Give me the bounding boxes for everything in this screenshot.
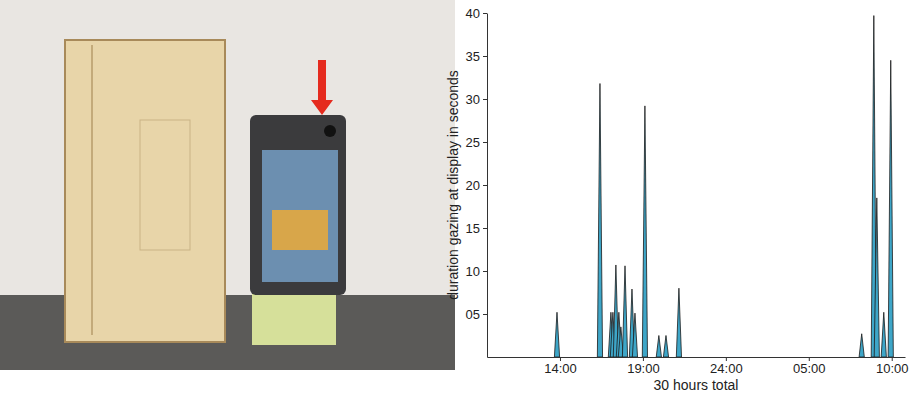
x-tick-label: 05:00 — [793, 361, 826, 376]
y-tick-label: 35 — [466, 49, 480, 64]
y-tick-label: 30 — [466, 92, 480, 107]
y-tick-mark — [483, 142, 487, 143]
photo-screen — [262, 150, 338, 282]
y-tick-mark — [483, 13, 487, 14]
spike — [554, 312, 559, 357]
x-axis: 14:00 19:00 24:00 05:00 10:00 — [488, 357, 909, 376]
y-tick-label: 15 — [466, 221, 480, 236]
spike — [859, 334, 864, 357]
y-tick-mark — [483, 228, 487, 229]
photo-screen-figure — [272, 210, 328, 250]
y-tick: 35 — [466, 49, 487, 64]
y-tick-mark — [483, 99, 487, 100]
y-axis-title: duration gazing at display in seconds — [445, 70, 461, 300]
spike — [656, 336, 661, 358]
x-tick: 14:00 — [544, 357, 577, 376]
x-tick-label: 19:00 — [627, 361, 660, 376]
spike — [888, 60, 893, 357]
x-tick-label: 14:00 — [544, 361, 577, 376]
figure: 14:00 19:00 24:00 05:00 10:00 05 10 15 20 25 30 35 4… — [0, 0, 911, 397]
photo-box-engraving — [140, 120, 190, 250]
x-tick: 19:00 — [627, 357, 660, 376]
plot-area — [554, 16, 893, 357]
spike — [676, 288, 681, 357]
y-tick-mark — [483, 56, 487, 57]
x-tick-label: 24:00 — [710, 361, 743, 376]
y-tick-label: 25 — [466, 135, 480, 150]
x-axis-line — [488, 357, 906, 358]
y-axis: 05 10 15 20 25 30 35 40 — [466, 6, 488, 358]
y-tick-label: 05 — [466, 307, 480, 322]
x-tick: 05:00 — [793, 357, 826, 376]
y-tick: 10 — [466, 264, 487, 279]
y-tick: 25 — [466, 135, 487, 150]
y-tick-mark — [483, 314, 487, 315]
spike — [881, 312, 886, 357]
y-tick-label: 10 — [466, 264, 480, 279]
spike — [642, 106, 647, 357]
photo-box — [65, 40, 225, 342]
photo-camera — [324, 125, 336, 137]
y-axis-line — [487, 14, 488, 358]
photo-arrow — [311, 60, 333, 115]
photo — [0, 0, 455, 370]
spike — [632, 313, 637, 357]
spike — [622, 266, 627, 357]
spike — [874, 198, 879, 357]
spike — [663, 336, 668, 358]
y-tick-label: 20 — [466, 178, 480, 193]
y-tick-mark — [483, 271, 487, 272]
spike — [597, 84, 602, 357]
y-tick-label: 40 — [466, 6, 480, 21]
y-tick: 20 — [466, 178, 487, 193]
y-tick: 40 — [466, 6, 487, 21]
x-tick: 10:00 — [876, 357, 909, 376]
y-tick: 30 — [466, 92, 487, 107]
x-tick-label: 10:00 — [876, 361, 909, 376]
photo-phone — [250, 115, 346, 295]
y-tick: 15 — [466, 221, 487, 236]
photo-box-edge — [91, 45, 93, 335]
y-tick: 05 — [466, 307, 487, 322]
x-tick: 24:00 — [710, 357, 743, 376]
x-axis-title: 30 hours total — [654, 377, 739, 393]
photo-wall — [0, 0, 455, 370]
y-tick-mark — [483, 185, 487, 186]
